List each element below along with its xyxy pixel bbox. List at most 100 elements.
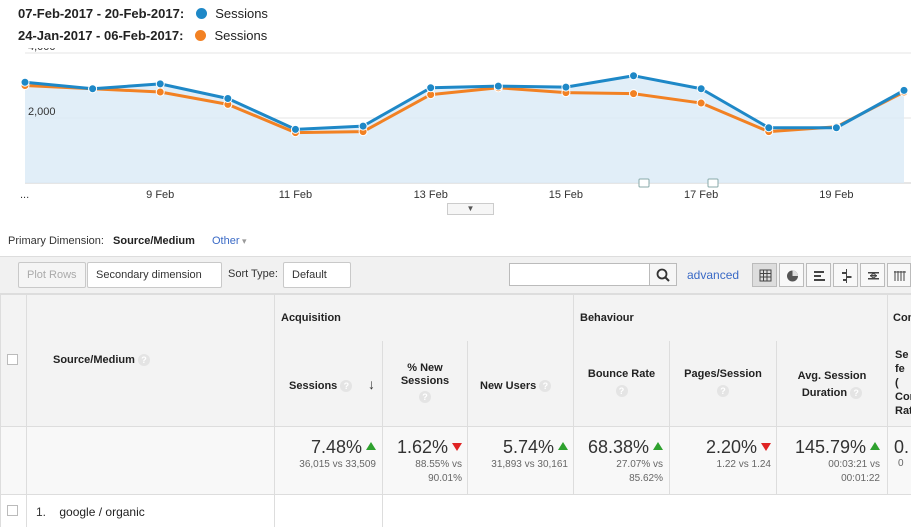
total-new-sessions-cmp1: 88.55% vs xyxy=(415,459,462,470)
total-conv-pct: 0. xyxy=(894,437,910,457)
table-header xyxy=(0,295,911,426)
header-conv-line5: Rat xyxy=(895,405,911,417)
x-tick-label: 19 Feb xyxy=(819,189,853,201)
header-bounce-rate[interactable]: Bounce Rate ? xyxy=(574,368,669,398)
help-icon[interactable]: ? xyxy=(717,385,729,398)
legend-dot-current xyxy=(196,8,208,19)
view-table-button[interactable] xyxy=(752,263,777,287)
total-sessions-pct: 7.48% xyxy=(310,437,362,457)
search-icon xyxy=(656,268,670,282)
decrease-arrow-icon xyxy=(761,443,771,451)
dimension-other-dropdown[interactable]: Other xyxy=(212,235,247,247)
totals-row xyxy=(0,427,911,494)
legend-range-current: 07-Feb-2017 - 20-Feb-2017: xyxy=(18,6,185,21)
help-icon[interactable]: ? xyxy=(137,354,150,367)
help-icon[interactable]: ? xyxy=(615,385,628,398)
pie-chart-icon xyxy=(787,270,798,282)
total-new-users: 5.74% 31,893 vs 30,161 xyxy=(469,437,568,472)
x-tick-label: 9 Feb xyxy=(146,189,174,201)
plot-rows-button[interactable]: Plot Rows xyxy=(18,262,86,288)
view-pivot-button[interactable] xyxy=(887,263,911,287)
sort-type-value: Default xyxy=(292,269,327,281)
total-pages-session: 2.20% 1.22 vs 1.24 xyxy=(671,437,771,472)
header-new-sessions-line2: Sessions xyxy=(400,375,450,387)
legend-current: 07-Feb-2017 - 20-Feb-2017: Sessions xyxy=(18,6,268,21)
help-icon[interactable]: ? xyxy=(340,380,353,393)
legend-series-previous: Sessions xyxy=(214,28,268,43)
view-pie-button[interactable] xyxy=(779,263,804,287)
view-bar-button[interactable] xyxy=(806,263,831,287)
total-conversion-rate: 0. 0 xyxy=(894,437,909,469)
chart-collapse-button[interactable]: ▼ xyxy=(447,203,494,215)
series-line xyxy=(24,84,905,135)
term-cloud-icon xyxy=(868,272,879,280)
data-point xyxy=(561,82,571,92)
increase-arrow-icon xyxy=(653,442,663,450)
legend-series-current: Sessions xyxy=(215,6,268,21)
total-sessions: 7.48% 36,015 vs 33,509 xyxy=(276,437,376,472)
data-point xyxy=(493,81,503,91)
table-search-input[interactable] xyxy=(509,263,650,286)
increase-arrow-icon xyxy=(558,442,568,450)
row-source-medium[interactable]: google / organic xyxy=(59,505,145,519)
header-avg-session-duration[interactable]: Avg. Session Duration ? xyxy=(777,368,887,402)
data-point xyxy=(629,71,639,81)
sort-descending-icon[interactable]: ↓ xyxy=(368,376,375,392)
dimension-source-medium[interactable]: Source/Medium xyxy=(113,235,195,247)
total-bounce-rate-pct: 68.38% xyxy=(587,437,649,457)
x-tick-label: 11 Feb xyxy=(279,189,312,201)
total-new-sessions: 1.62% 88.55% vs 90.01% xyxy=(384,437,462,486)
group-behaviour: Behaviour xyxy=(580,312,634,324)
header-source-medium[interactable]: Source/Medium ? xyxy=(53,354,150,367)
data-point xyxy=(155,79,165,89)
header-pages-session[interactable]: Pages/Session ? xyxy=(670,368,776,398)
table-row[interactable]: 1. google / organic xyxy=(36,505,145,519)
advanced-filter-link[interactable]: advanced xyxy=(687,268,740,282)
header-conversion-rate[interactable]: Se fe ( Con Rat xyxy=(895,348,911,418)
data-point xyxy=(88,84,98,94)
x-tick-label: 13 Feb xyxy=(414,189,448,201)
data-point xyxy=(696,98,706,108)
header-duration-line1: Avg. Session xyxy=(797,370,867,382)
select-all-checkbox[interactable] xyxy=(7,354,18,365)
annotation-marker-icon xyxy=(638,178,650,188)
total-conv-cmp: 0 xyxy=(898,458,904,469)
x-tick-label: 17 Feb xyxy=(684,189,718,201)
view-comparison-button[interactable] xyxy=(833,263,858,287)
y-tick-label: 4,000 xyxy=(28,48,56,53)
annotation-marker-icon xyxy=(707,178,719,188)
header-bounce-rate-label: Bounce Rate xyxy=(587,368,656,380)
search-button[interactable] xyxy=(650,263,677,286)
group-conversions: Con xyxy=(893,312,911,324)
help-icon[interactable]: ? xyxy=(419,391,431,404)
help-icon[interactable]: ? xyxy=(539,380,552,393)
help-icon[interactable]: ? xyxy=(850,387,863,400)
total-duration-cmp2: 00:01:22 xyxy=(841,473,880,484)
x-tick-label: ... xyxy=(20,189,29,201)
header-conv-line1: Se xyxy=(895,349,909,361)
header-conv-line4: Con xyxy=(895,391,911,403)
total-new-users-pct: 5.74% xyxy=(502,437,554,457)
total-bounce-cmp2: 85.62% xyxy=(629,473,663,484)
primary-dimension-label: Primary Dimension: xyxy=(8,235,104,247)
header-new-users-label: New Users xyxy=(480,380,537,392)
bar-chart-icon xyxy=(814,271,825,281)
sessions-line-chart: 4,000 2,000 ... 9 Feb 11 Feb 13 Feb 15 Feb 17 … xyxy=(20,48,911,201)
total-duration-cmp1: 00:03:21 vs xyxy=(828,459,880,470)
header-new-users[interactable]: New Users ? xyxy=(480,380,552,393)
header-new-sessions-line1: % New xyxy=(407,362,443,374)
data-point xyxy=(223,94,233,103)
row-number: 1. xyxy=(36,505,47,519)
series-line xyxy=(24,74,905,131)
secondary-dimension-dropdown[interactable]: Secondary dimension xyxy=(87,262,222,288)
secondary-dimension-label: Secondary dimension xyxy=(96,269,202,281)
total-bounce-rate: 68.38% 27.07% vs 85.62% xyxy=(575,437,663,486)
row-checkbox[interactable] xyxy=(7,505,18,516)
total-pages-session-pct: 2.20% xyxy=(705,437,757,457)
header-new-sessions[interactable]: % New Sessions ? xyxy=(383,362,467,404)
data-point xyxy=(764,123,774,133)
header-sessions[interactable]: Sessions ? xyxy=(289,380,353,393)
legend-previous: 24-Jan-2017 - 06-Feb-2017: Sessions xyxy=(18,28,267,43)
view-term-cloud-button[interactable] xyxy=(860,263,885,287)
sort-type-dropdown[interactable]: Default xyxy=(283,262,351,288)
